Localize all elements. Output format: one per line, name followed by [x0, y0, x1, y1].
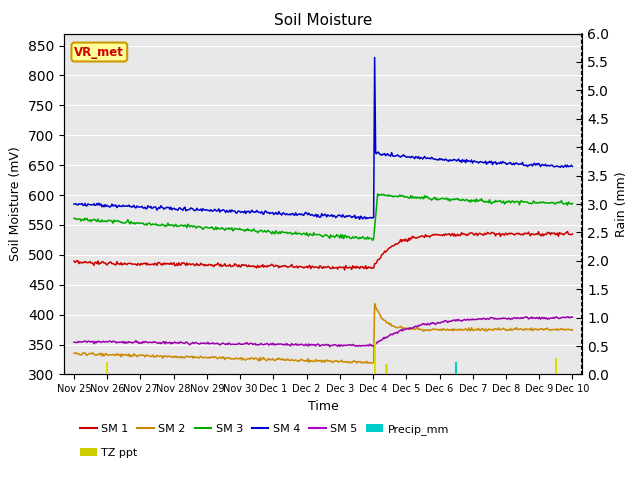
X-axis label: Time: Time	[308, 400, 339, 413]
Bar	[106, 362, 108, 374]
Y-axis label: Rain (mm): Rain (mm)	[615, 171, 628, 237]
Y-axis label: Soil Moisture (mV): Soil Moisture (mV)	[10, 146, 22, 262]
Legend: TZ ppt: TZ ppt	[80, 448, 138, 458]
Bar	[455, 362, 458, 374]
Bar	[374, 343, 376, 374]
Bar	[555, 359, 557, 374]
Bar	[385, 364, 387, 374]
Text: VR_met: VR_met	[74, 46, 124, 59]
Title: Soil Moisture: Soil Moisture	[274, 13, 372, 28]
